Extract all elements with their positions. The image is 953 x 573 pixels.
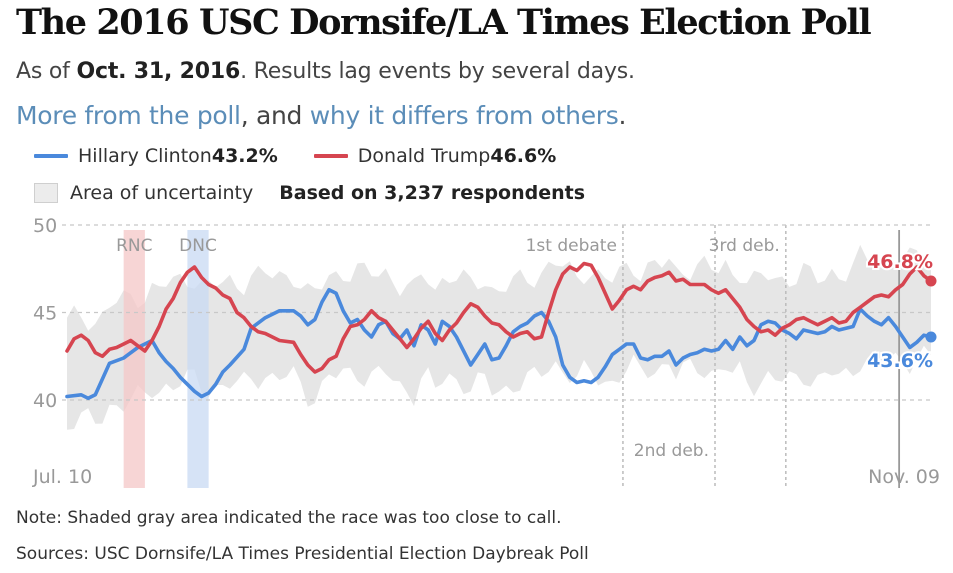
clinton-legend-swatch xyxy=(34,154,68,158)
1st-debate-label: 1st debate xyxy=(526,236,617,256)
dnc-shade xyxy=(187,230,209,488)
respondents-count: Based on 3,237 respondents xyxy=(279,182,586,204)
asof-prefix: As of xyxy=(16,59,77,84)
trump-series-line xyxy=(65,261,933,374)
links-line: More from the poll, and why it differs f… xyxy=(16,101,626,130)
legend-uncertainty: Area of uncertainty Based on 3,237 respo… xyxy=(34,182,585,204)
x-tick-label-1: Nov. 09 xyxy=(868,466,940,488)
why-differs-link[interactable]: why it differs from others xyxy=(309,101,619,130)
trump-final-label: 46.8% xyxy=(867,251,933,273)
clinton-final-label: 43.6% xyxy=(867,350,933,372)
asof-suffix: . Results lag events by several days. xyxy=(240,59,635,84)
trump-legend-value: 46.6% xyxy=(490,145,557,167)
footer-note: Note: Shaded gray area indicated the rac… xyxy=(16,508,562,528)
dnc-label: DNC xyxy=(179,236,217,256)
page-title: The 2016 USC Dornsife/LA Times Election … xyxy=(16,2,872,43)
trump-legend-swatch xyxy=(313,154,348,158)
2nd-deb-label: 2nd deb. xyxy=(634,441,709,461)
asof-date: Oct. 31, 2016 xyxy=(76,59,241,84)
x-tick-label-0: Jul. 10 xyxy=(32,466,92,488)
clinton-legend-label: Hillary Clinton xyxy=(78,145,212,167)
links-separator: , and xyxy=(240,101,310,130)
clinton-legend-value: 43.2% xyxy=(211,145,278,167)
subtitle: As of Oct. 31, 2016. Results lag events … xyxy=(16,59,635,84)
more-from-poll-link[interactable]: More from the poll xyxy=(16,101,241,130)
clinton-series-line xyxy=(65,288,933,401)
uncertainty-label: Area of uncertainty xyxy=(70,182,254,204)
clinton-end-point xyxy=(925,331,937,343)
y-tick-label-40: 40 xyxy=(33,390,57,412)
y-tick-label-50: 50 xyxy=(33,215,57,237)
rnc-shade xyxy=(123,230,145,488)
y-tick-label-45: 45 xyxy=(33,303,57,325)
links-period: . xyxy=(618,101,627,130)
legend-candidates: Hillary Clinton 43.2% Donald Trump 46.6% xyxy=(34,145,556,167)
footer-sources: Sources: USC Dornsife/LA Times President… xyxy=(16,544,589,564)
3rd-deb-label: 3rd deb. xyxy=(709,236,780,256)
trump-legend-label: Donald Trump xyxy=(357,145,491,167)
rnc-label: RNC xyxy=(116,236,152,256)
trump-end-point xyxy=(925,275,937,287)
uncertainty-swatch xyxy=(34,183,58,203)
